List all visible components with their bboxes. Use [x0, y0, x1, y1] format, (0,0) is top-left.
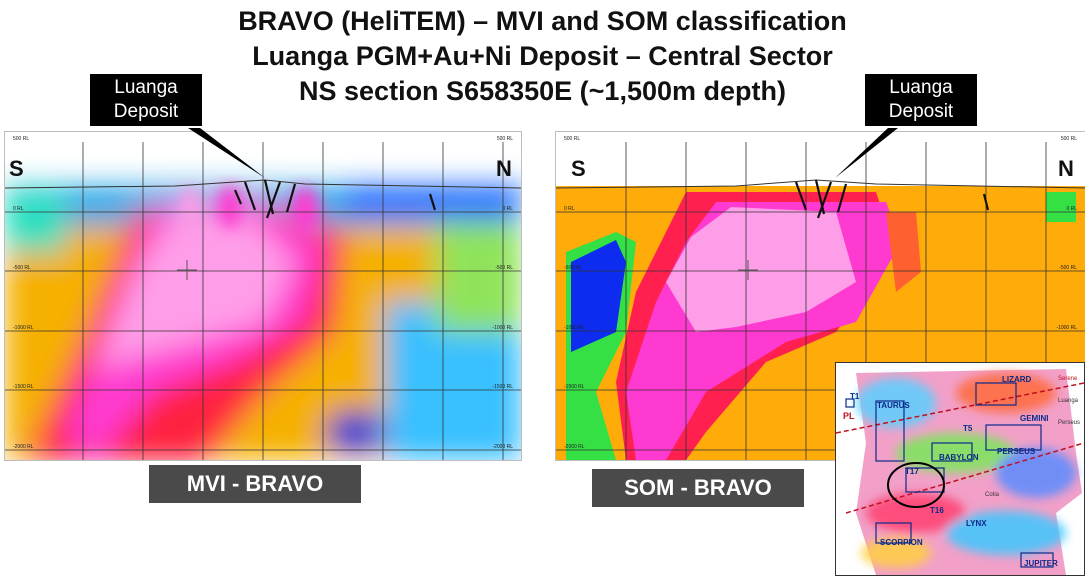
depth-tick-label: -1500 RL — [564, 384, 585, 390]
inset-line-label-luanga: Luanga — [1058, 398, 1079, 404]
title-line-3: NS section S658350E (~1,500m depth) — [299, 76, 786, 106]
depth-tick-label: -500 RL — [1059, 265, 1077, 271]
depth-tick-label: -2000 RL — [13, 444, 34, 450]
depth-tick-label: 500 RL — [13, 136, 29, 142]
depth-tick-label: -1000 RL — [564, 325, 585, 331]
mvi-section-image: 500 RL 500 RL 0 RL 0 RL -500 RL -500 RL -1000 … — [5, 132, 521, 460]
depth-tick-label: -1000 RL — [13, 325, 34, 331]
inset-line-label-pl: PL — [843, 411, 855, 421]
depth-tick-label: -2000 RL — [492, 444, 513, 450]
inset-label-perseus: PERSEUS — [997, 447, 1036, 456]
som-south-label: S — [571, 156, 586, 181]
inset-label-jupiter: JUPITER — [1024, 559, 1058, 568]
som-section-panel: 500 RL 500 RL 0 RL 0 RL -500 RL -500 RL -1000 … — [555, 131, 1085, 461]
inset-label-taurus: TAURUS — [877, 401, 910, 410]
depth-tick-label: 0 RL — [502, 206, 513, 212]
depth-tick-label: -1500 RL — [13, 384, 34, 390]
luanga-deposit-callout-right: Luanga Deposit — [865, 74, 977, 126]
inset-label-lizard: LIZARD — [1002, 375, 1032, 384]
callout-right-line-2: Deposit — [888, 101, 954, 122]
depth-tick-label: 500 RL — [497, 136, 513, 142]
mvi-north-label: N — [496, 156, 512, 181]
inset-label-t5: T5 — [963, 424, 973, 433]
inset-line-label-perseus: Perseus — [1058, 420, 1081, 426]
inset-label-gemini: GEMINI — [1020, 414, 1049, 423]
depth-tick-label: -1000 RL — [1056, 325, 1077, 331]
inset-label-babylon: BABYLON — [939, 453, 979, 462]
depth-tick-label: 0 RL — [1066, 206, 1077, 212]
depth-tick-label: -1000 RL — [492, 325, 513, 331]
som-section-image: 500 RL 500 RL 0 RL 0 RL -500 RL -500 RL -1000 … — [556, 132, 1085, 460]
depth-tick-label: -500 RL — [495, 265, 513, 271]
title-line-2: Luanga PGM+Au+Ni Deposit – Central Secto… — [252, 41, 833, 71]
depth-tick-label: -500 RL — [13, 265, 31, 271]
depth-tick-label: 500 RL — [1061, 136, 1077, 142]
inset-map-image — [836, 369, 1084, 575]
depth-tick-label: 0 RL — [564, 206, 575, 212]
depth-tick-label: -1500 RL — [492, 384, 513, 390]
inset-location-map — [835, 362, 1085, 576]
mvi-south-label: S — [9, 156, 24, 181]
som-bravo-label: SOM - BRAVO — [592, 469, 804, 507]
callout-left-line-1: Luanga — [114, 77, 178, 98]
title-line-1: BRAVO (HeliTEM) – MVI and SOM classifica… — [238, 6, 847, 36]
depth-tick-label: 0 RL — [13, 206, 24, 212]
depth-tick-label: 500 RL — [564, 136, 580, 142]
callout-left-line-2: Deposit — [113, 101, 179, 122]
luanga-deposit-callout-left: Luanga Deposit — [90, 74, 202, 126]
depth-tick-label: -500 RL — [564, 265, 582, 271]
depth-tick-label: -2000 RL — [564, 444, 585, 450]
inset-label-t16: T16 — [930, 506, 944, 515]
mvi-bravo-label: MVI - BRAVO — [149, 465, 361, 503]
mvi-section-panel: 500 RL 500 RL 0 RL 0 RL -500 RL -500 RL -1000 … — [4, 131, 522, 461]
inset-label-t1: T1 — [850, 392, 860, 401]
callout-right-line-1: Luanga — [889, 77, 953, 98]
inset-label-scorpion: SCORPION — [880, 538, 923, 547]
inset-label-lynx: LYNX — [966, 519, 987, 528]
inset-label-t17: T17 — [905, 467, 919, 476]
inset-line-label-serene: Serene — [1058, 376, 1078, 382]
inset-line-label-cotia: Cotia — [985, 492, 1000, 498]
som-north-label: N — [1058, 156, 1074, 181]
